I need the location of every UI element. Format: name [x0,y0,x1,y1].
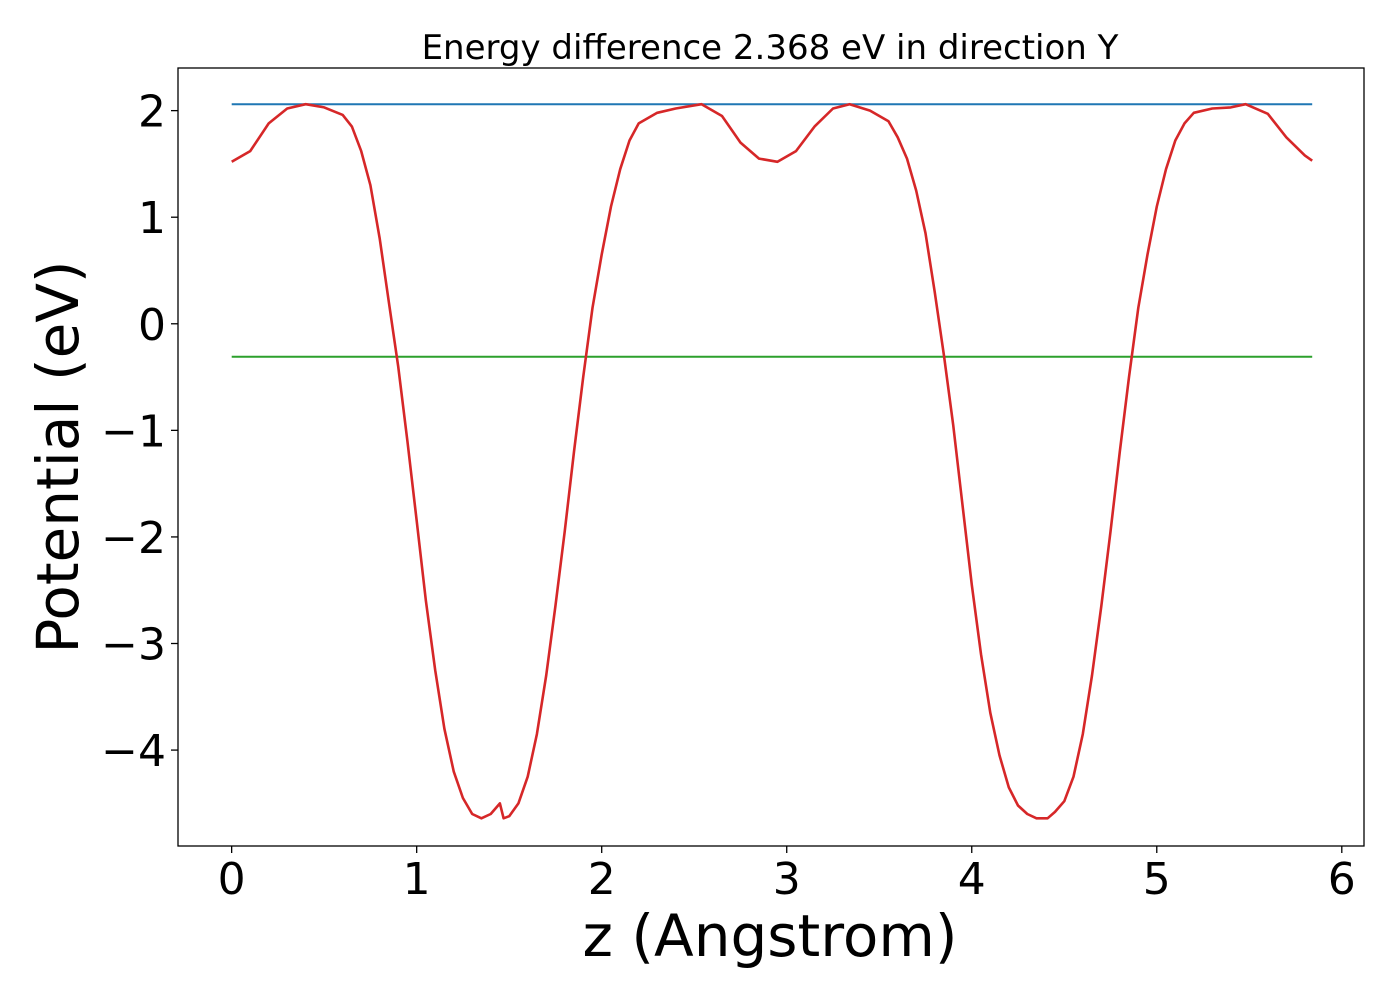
x-tick-label: 1 [403,854,431,905]
x-tick-label: 4 [958,854,986,905]
series-layer [231,102,1313,820]
y-axis-label: Potential (eV) [24,260,92,653]
y-tick-label: 0 [138,300,166,351]
series-line-0 [231,102,1313,820]
y-tick-label: 2 [138,87,166,138]
y-tick-label: −2 [101,513,166,564]
x-tick-label: 3 [773,854,801,905]
y-axis-ticks: −4 −3 −2 −1 0 1 2 [101,87,178,777]
y-tick-label: −4 [101,726,166,777]
x-tick-label: 5 [1143,854,1171,905]
chart-title: Energy difference 2.368 eV in direction … [422,28,1119,68]
y-tick-label: −3 [101,620,166,671]
x-tick-label: 6 [1328,854,1356,905]
x-axis-ticks: 0 1 2 3 4 5 6 [218,846,1356,905]
x-tick-label: 2 [588,854,616,905]
plot-area-frame [177,67,1365,847]
y-tick-label: −1 [101,406,166,457]
x-tick-label: 0 [218,854,246,905]
x-axis-label: z (Angstrom) [583,902,958,970]
y-tick-label: 1 [138,193,166,244]
